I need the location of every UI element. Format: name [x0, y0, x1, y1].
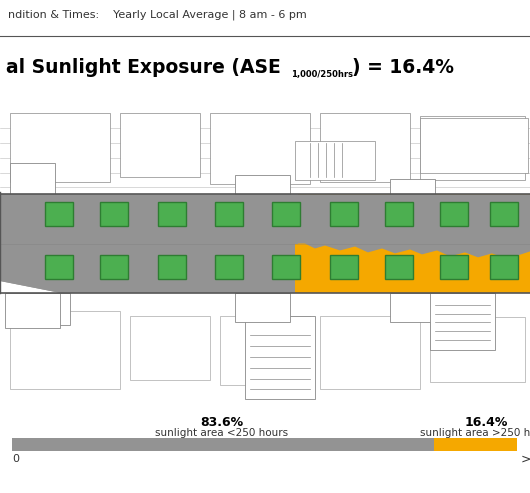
FancyBboxPatch shape — [420, 116, 525, 180]
FancyBboxPatch shape — [440, 202, 468, 226]
Text: ) = 16.4%: ) = 16.4% — [352, 58, 454, 77]
FancyBboxPatch shape — [272, 202, 300, 226]
FancyBboxPatch shape — [330, 255, 358, 279]
Text: sunlight area <250 hours: sunlight area <250 hours — [155, 428, 288, 438]
Text: al Sunlight Exposure (ASE: al Sunlight Exposure (ASE — [6, 58, 281, 77]
FancyBboxPatch shape — [5, 293, 60, 328]
FancyBboxPatch shape — [235, 293, 290, 322]
FancyBboxPatch shape — [45, 202, 73, 226]
Polygon shape — [0, 234, 60, 293]
FancyBboxPatch shape — [390, 179, 435, 194]
FancyBboxPatch shape — [430, 317, 525, 382]
FancyBboxPatch shape — [10, 311, 120, 389]
Text: sunlight area >250 hours: sunlight area >250 hours — [420, 428, 530, 438]
FancyBboxPatch shape — [330, 202, 358, 226]
Polygon shape — [0, 194, 530, 293]
FancyBboxPatch shape — [390, 293, 435, 322]
FancyBboxPatch shape — [100, 202, 128, 226]
FancyBboxPatch shape — [245, 316, 315, 399]
FancyBboxPatch shape — [158, 255, 186, 279]
FancyBboxPatch shape — [320, 113, 410, 182]
Text: 83.6%: 83.6% — [200, 416, 243, 428]
Polygon shape — [0, 194, 60, 234]
FancyBboxPatch shape — [430, 293, 495, 350]
Polygon shape — [295, 244, 530, 293]
FancyBboxPatch shape — [272, 255, 300, 279]
FancyBboxPatch shape — [385, 255, 413, 279]
Text: 16.4%: 16.4% — [465, 416, 508, 428]
FancyBboxPatch shape — [120, 113, 200, 177]
FancyBboxPatch shape — [320, 316, 420, 389]
FancyBboxPatch shape — [434, 438, 517, 451]
Text: 1,000/250hrs: 1,000/250hrs — [291, 70, 353, 79]
Text: ndition & Times:    Yearly Local Average | 8 am - 6 pm: ndition & Times: Yearly Local Average | … — [8, 9, 307, 20]
FancyBboxPatch shape — [0, 99, 530, 192]
Text: 0: 0 — [12, 455, 19, 464]
FancyBboxPatch shape — [215, 255, 243, 279]
FancyBboxPatch shape — [100, 255, 128, 279]
FancyBboxPatch shape — [210, 113, 310, 184]
FancyBboxPatch shape — [490, 202, 518, 226]
FancyBboxPatch shape — [420, 118, 528, 173]
Polygon shape — [298, 194, 530, 293]
FancyBboxPatch shape — [158, 202, 186, 226]
Polygon shape — [298, 194, 530, 258]
FancyBboxPatch shape — [385, 202, 413, 226]
Polygon shape — [10, 163, 55, 194]
FancyBboxPatch shape — [12, 438, 434, 451]
Polygon shape — [10, 293, 70, 325]
FancyBboxPatch shape — [490, 255, 518, 279]
FancyBboxPatch shape — [295, 141, 375, 180]
Polygon shape — [305, 244, 530, 293]
FancyBboxPatch shape — [235, 175, 290, 194]
FancyBboxPatch shape — [45, 255, 73, 279]
FancyBboxPatch shape — [220, 316, 310, 385]
Text: >: > — [521, 453, 530, 466]
FancyBboxPatch shape — [0, 293, 530, 409]
FancyBboxPatch shape — [440, 255, 468, 279]
FancyBboxPatch shape — [130, 316, 210, 380]
FancyBboxPatch shape — [10, 113, 110, 182]
FancyBboxPatch shape — [215, 202, 243, 226]
